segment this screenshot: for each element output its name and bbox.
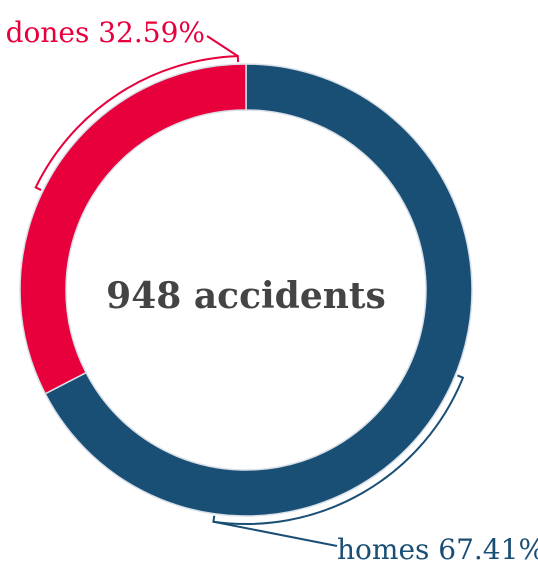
leader-homes	[213, 520, 338, 547]
center-label: 948 accidents	[106, 275, 386, 317]
leader-dones	[206, 35, 239, 57]
slice-label-homes: homes 67.41%	[337, 533, 538, 561]
slice-homes	[44, 63, 473, 517]
bracket-homes	[212, 374, 465, 525]
label-brackets	[34, 35, 465, 547]
slice-label-dones: dones 32.59%	[6, 16, 205, 49]
slice-dones	[19, 63, 247, 395]
donut-slices	[19, 63, 473, 517]
bracket-dones	[34, 55, 240, 191]
